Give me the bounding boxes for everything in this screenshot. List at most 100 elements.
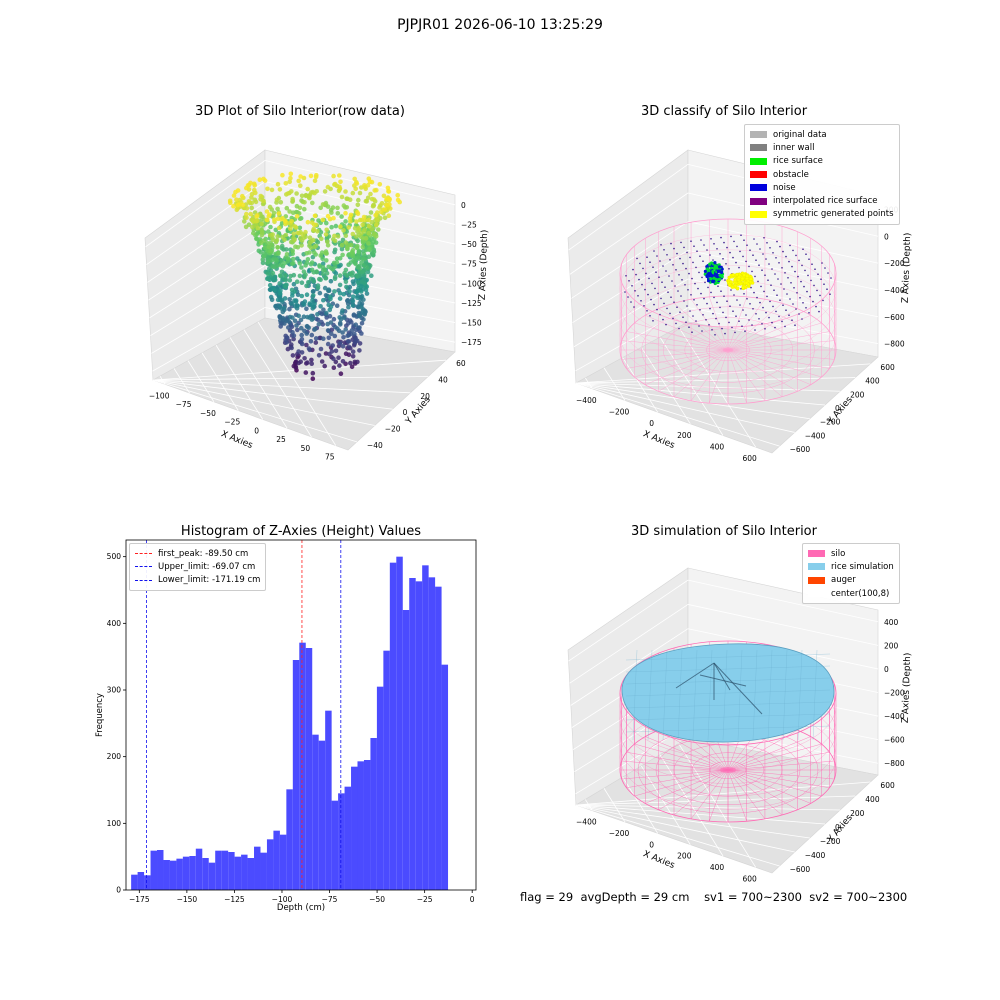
panel1-point xyxy=(376,227,381,232)
panel1-point xyxy=(339,246,345,252)
panel2-interpolated-point xyxy=(794,324,796,327)
panel2-interpolated-point xyxy=(692,261,694,264)
panel1-point xyxy=(295,303,301,309)
panel2-rice-point xyxy=(713,266,717,270)
panel3-y-tick-label: 300 xyxy=(107,686,122,695)
panel1-point xyxy=(234,197,239,202)
panel1-point xyxy=(289,345,294,351)
panel2-interpolated-point xyxy=(729,251,731,254)
panel3-reference-lines xyxy=(146,540,342,890)
panel3-bar xyxy=(422,565,429,890)
p4-y-tick-label: −400 xyxy=(805,851,826,860)
panel1-point xyxy=(332,233,337,239)
panel2-interpolated-point xyxy=(767,279,769,282)
panel2-interpolated-point xyxy=(651,282,653,285)
panel1-point xyxy=(312,178,318,184)
panel1-point xyxy=(309,267,315,273)
panel1-point xyxy=(337,273,343,278)
panel1-point xyxy=(324,227,330,233)
panel3-bar xyxy=(305,648,313,890)
panel2-interpolated-point xyxy=(702,260,704,263)
panel2-symmetric-point xyxy=(729,280,733,284)
panel1-point xyxy=(361,317,366,322)
panel4-legend-swatch xyxy=(808,590,825,598)
panel1-point xyxy=(325,243,331,248)
panel1-point xyxy=(336,355,341,361)
panel1-point xyxy=(287,306,292,312)
panel1-point xyxy=(317,335,323,341)
p1-grid-x xyxy=(173,368,190,394)
panel1-point xyxy=(319,311,325,317)
panel1-point xyxy=(309,361,315,367)
panel3-bar xyxy=(441,664,449,890)
panel2-interpolated-point xyxy=(799,297,801,299)
panel2-interpolated-point xyxy=(816,289,818,292)
panel1-point xyxy=(321,307,326,313)
panel1-point xyxy=(379,201,385,206)
panel1-point xyxy=(315,285,321,291)
p4-x-tick-label: 400 xyxy=(710,863,725,872)
panel2-interpolated-point xyxy=(661,281,663,284)
panel2-symmetric-point xyxy=(742,273,746,277)
p4-grid-y xyxy=(575,795,856,806)
panel1-point xyxy=(343,240,349,245)
panel3-xlabel: Depth (cm) xyxy=(277,903,325,913)
panel2-symmetric-point xyxy=(733,284,738,288)
panel1-point xyxy=(295,327,300,333)
panel2-legend-item: noise xyxy=(750,181,894,194)
panel2-interpolated-point xyxy=(659,260,661,262)
panel2-interpolated-point xyxy=(801,264,803,267)
panel2-symmetric-point xyxy=(744,281,749,285)
p1-z-tick-label: −25 xyxy=(461,220,477,229)
panel1-point xyxy=(325,213,331,219)
panel1-point xyxy=(323,275,328,281)
panel3-bar xyxy=(163,860,170,890)
panel1-point xyxy=(267,212,272,217)
panel2-interpolated-point xyxy=(758,264,760,267)
panel1-point xyxy=(331,365,337,371)
panel1-point xyxy=(349,319,354,325)
panel1-point xyxy=(310,289,316,294)
panel2-interpolated-point xyxy=(741,325,743,328)
panel3-legend-swatch xyxy=(135,579,152,581)
panel2-interpolated-point xyxy=(653,303,655,306)
panel4-surface-mesh xyxy=(625,689,831,697)
panel1-point xyxy=(290,330,295,335)
panel1-point xyxy=(342,223,347,229)
panel2-silo-wall-ring xyxy=(619,234,837,343)
panel1-point xyxy=(298,359,304,365)
panel3-ylabel: Frequency xyxy=(95,693,105,737)
panel1-point xyxy=(282,261,287,266)
panel1-point xyxy=(311,250,317,255)
panel4-legend-item: auger xyxy=(808,574,894,587)
panel3-bar xyxy=(144,875,151,890)
panel2-interpolated-point xyxy=(746,298,748,300)
panel2-interpolated-point xyxy=(655,271,657,274)
panel3-bar xyxy=(376,686,384,890)
p4-grid-y xyxy=(575,804,780,867)
panel1-point xyxy=(365,182,371,188)
panel3-bar xyxy=(363,760,371,890)
panel3-y-tick-label: 400 xyxy=(107,619,122,628)
panel3-bar xyxy=(299,642,306,890)
panel1-point xyxy=(281,317,287,322)
panel2-interpolated-point xyxy=(791,265,793,268)
panel2-legend-label: inner wall xyxy=(773,142,815,153)
p1-z-tick-label: −50 xyxy=(461,240,477,249)
panel1-point xyxy=(311,278,317,284)
panel1-point xyxy=(289,189,294,194)
panel2-interpolated-point xyxy=(672,317,674,320)
panel2-interpolated-point xyxy=(792,303,794,305)
panel2-interpolated-point xyxy=(777,278,779,280)
p1-grid-y xyxy=(152,379,393,410)
panel2-interpolated-point xyxy=(738,266,740,269)
panel3-bar xyxy=(396,556,403,890)
panel3-axes-frame xyxy=(125,539,477,891)
p4-grid-x xyxy=(659,754,724,857)
panel1-point xyxy=(360,222,365,228)
panel2-interpolated-point xyxy=(704,281,706,284)
panel2-interpolated-point xyxy=(706,249,708,251)
p4-y-tick-label: −200 xyxy=(820,837,841,846)
panel2-interpolated-point xyxy=(748,265,750,268)
panel1-point xyxy=(282,237,287,243)
